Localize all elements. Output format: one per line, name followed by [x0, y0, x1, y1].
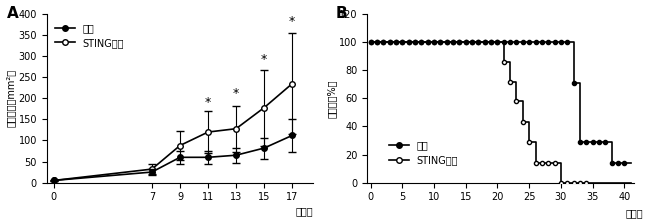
Text: （日）: （日）	[295, 206, 313, 216]
Legend: 正常, STING缺损: 正常, STING缺损	[385, 137, 462, 169]
Text: *: *	[261, 53, 267, 66]
Y-axis label: 生存率（%）: 生存率（%）	[326, 79, 336, 118]
Text: *: *	[289, 15, 295, 28]
Text: *: *	[205, 96, 211, 109]
Text: A: A	[6, 6, 18, 21]
Text: B: B	[335, 6, 347, 21]
Text: *: *	[233, 88, 239, 101]
Legend: 正常, STING缺损: 正常, STING缺损	[51, 19, 128, 52]
Y-axis label: 肿瘤尺寸（mm²）: 肿瘤尺寸（mm²）	[6, 69, 16, 127]
Text: （日）: （日）	[626, 208, 644, 218]
